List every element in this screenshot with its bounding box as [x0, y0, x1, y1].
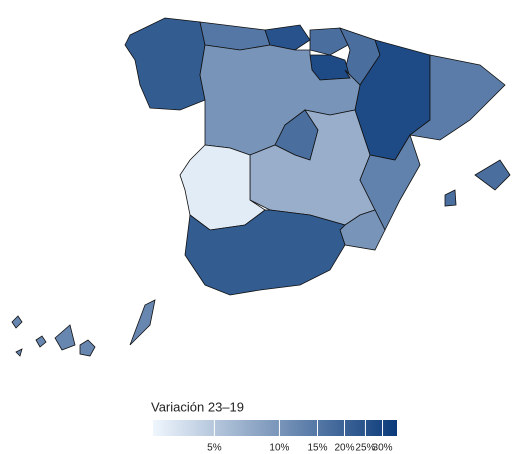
region: [184, 209, 346, 296]
region-part: [309, 27, 349, 56]
region-part: [35, 335, 47, 348]
legend-tick-label: 20%: [334, 443, 354, 454]
region-part: [409, 54, 506, 141]
region-part: [54, 324, 76, 351]
region-part: [444, 189, 457, 207]
regions: [11, 17, 511, 357]
region: [264, 24, 311, 51]
region-part: [79, 339, 96, 357]
legend-tick-label: 30%: [373, 443, 393, 454]
color-bar: [153, 420, 397, 436]
region: [124, 17, 206, 111]
region-part: [264, 24, 311, 51]
legend-tick-label: 15%: [307, 443, 327, 454]
legend-title: Variación 23–19: [151, 399, 244, 414]
legend-tick-label: 25%: [355, 443, 375, 454]
region-part: [15, 348, 23, 357]
region-part: [11, 315, 23, 329]
region-part: [184, 209, 346, 296]
region-part: [474, 159, 511, 191]
region-part: [124, 17, 206, 111]
region: [309, 27, 349, 56]
region: [444, 159, 511, 207]
legend: 5% 10% 15% 20% 25%30%: [207, 420, 393, 454]
region: [409, 54, 506, 141]
region-part: [129, 299, 156, 346]
legend-tick-label: 10%: [269, 443, 289, 454]
region: [11, 299, 156, 357]
legend-tick-label: 5%: [207, 443, 222, 454]
